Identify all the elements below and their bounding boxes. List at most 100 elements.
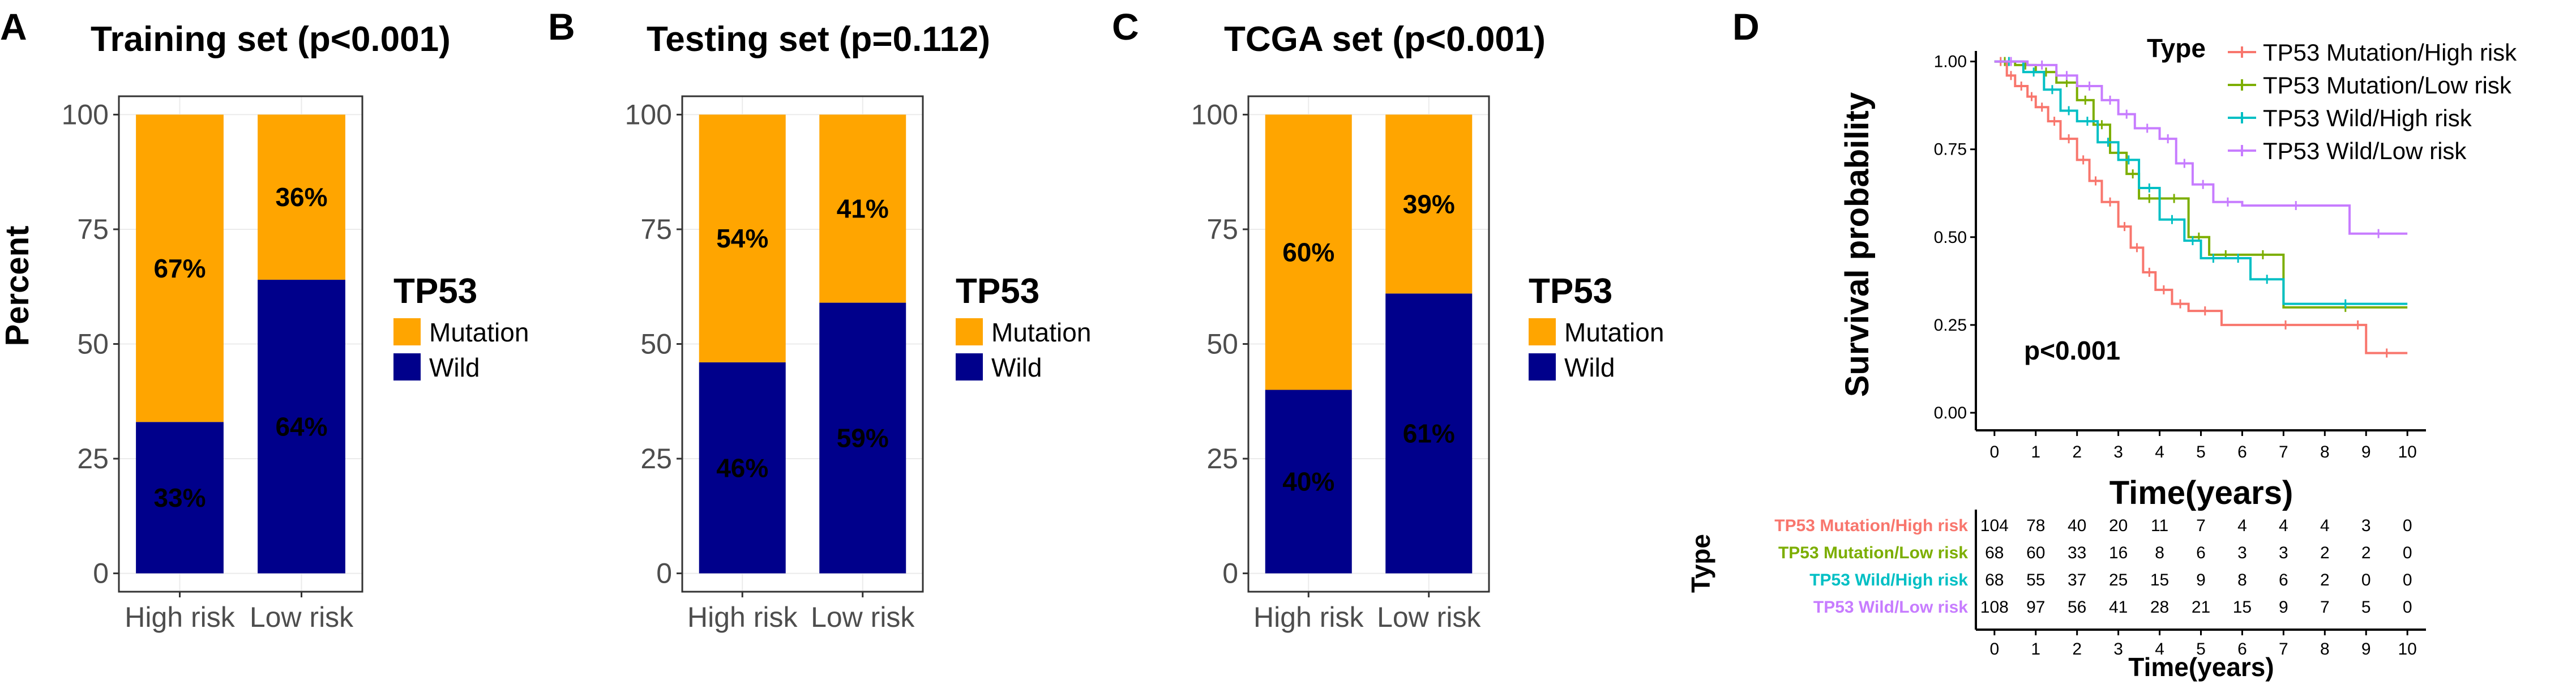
- km-censor-mark: [2029, 67, 2039, 77]
- km-x-tick-label: 2: [2072, 443, 2082, 461]
- km-y-tick-label: 0.25: [1934, 316, 1967, 335]
- legend-label-wild: Wild: [1564, 353, 1615, 382]
- km-censor-mark: [2262, 275, 2272, 284]
- risk-cell: 104: [1980, 516, 2009, 535]
- km-censor-mark: [2163, 134, 2173, 144]
- km-censor-mark: [2049, 117, 2059, 126]
- ylabel-a: Percent: [0, 226, 36, 347]
- y-tick-label: 100: [62, 99, 109, 130]
- risk-cell: 0: [2403, 598, 2412, 617]
- km-x-tick-label: 8: [2320, 443, 2330, 461]
- legend-title: TP53: [956, 272, 1039, 311]
- risk-cell: 7: [2320, 598, 2330, 617]
- legend-c: TP53 Mutation Wild: [1529, 272, 1664, 382]
- risk-cell: 108: [1980, 598, 2009, 617]
- panel-letter-c: C: [1112, 6, 1139, 48]
- y-tick-label: 75: [77, 213, 109, 245]
- bar-wild: [1385, 293, 1473, 574]
- y-tick-label: 75: [1206, 213, 1238, 245]
- title-a: Training set (p<0.001): [91, 20, 451, 59]
- risk-cell: 6: [2196, 544, 2206, 562]
- legend-label-mutation: Mutation: [1564, 318, 1664, 347]
- bar-wild: [258, 280, 345, 574]
- risk-cell: 3: [2237, 544, 2247, 562]
- legend-title: TP53: [1529, 272, 1612, 311]
- y-tick-label: 100: [1191, 99, 1238, 130]
- bar-wild: [136, 422, 224, 574]
- km-x-tick-label: 1: [2031, 443, 2040, 461]
- bar-data-label: 46%: [716, 453, 768, 482]
- km-censor-mark: [2106, 95, 2115, 105]
- risk-cell: 20: [2109, 516, 2128, 535]
- km-x-tick-label: 6: [2237, 443, 2247, 461]
- risk-x-tick-label: 8: [2320, 640, 2330, 659]
- bar-chart-a: 0 25 50 75 100 33% 67% High risk 64% 36% Low risk: [62, 95, 363, 633]
- risk-row-label: TP53 Wild/High risk: [1809, 571, 1968, 589]
- km-censor-mark: [2106, 197, 2115, 207]
- km-legend: Type TP53 Mutation/High risk TP53 Mutatio…: [2147, 33, 2517, 164]
- bar-wild: [1265, 390, 1352, 574]
- km-x-tick-label: 0: [1989, 443, 1999, 461]
- risk-cell: 2: [2361, 544, 2371, 562]
- plot-border: [1247, 95, 1490, 593]
- km-censor-mark: [2176, 299, 2185, 309]
- legend-key-mutation: [956, 318, 983, 345]
- km-censor-mark: [2085, 82, 2094, 91]
- bar-wild: [699, 362, 786, 574]
- km-censor-mark: [2167, 215, 2177, 224]
- panel-letter-b: B: [548, 6, 575, 48]
- risk-cell: 9: [2196, 571, 2206, 589]
- y-tick-label: 100: [625, 99, 672, 130]
- risk-cell: 0: [2361, 571, 2371, 589]
- km-censor-mark: [2180, 159, 2189, 168]
- km-censor-mark: [2233, 254, 2243, 263]
- y-tick-label: 25: [640, 443, 672, 474]
- risk-cell: 2: [2320, 544, 2330, 562]
- risk-cell: 15: [2150, 571, 2169, 589]
- risk-x-tick-label: 5: [2196, 640, 2206, 659]
- legend-key-mutation: [1529, 318, 1556, 345]
- bar-data-label: 54%: [716, 224, 768, 253]
- risk-cell: 8: [2237, 571, 2247, 589]
- legend-b: TP53 Mutation Wild: [956, 272, 1091, 382]
- y-tick-label: 0: [1222, 558, 1238, 589]
- bar-mutation: [136, 114, 224, 422]
- risk-x-tick-label: 3: [2113, 640, 2123, 659]
- km-censor-mark: [2170, 194, 2179, 203]
- risk-cell: 4: [2320, 516, 2330, 535]
- km-censor-mark: [2037, 60, 2047, 70]
- bar-chart-b: 0 25 50 75 100 46% 54% High risk 59% 41% Low risk: [625, 95, 924, 633]
- risk-cell: 97: [2026, 598, 2045, 617]
- km-y-tick-label: 1.00: [1934, 53, 1967, 71]
- risk-cell: 78: [2026, 516, 2045, 535]
- risk-cell: 7: [2196, 516, 2206, 535]
- km-censor-mark: [2124, 155, 2133, 165]
- risk-cell: 5: [2361, 598, 2371, 617]
- legend-key-wild: [1529, 353, 1556, 381]
- y-tick-label: 0: [93, 558, 109, 589]
- risk-cell: 3: [2279, 544, 2288, 562]
- km-y-tick-label: 0.00: [1934, 404, 1967, 422]
- bar-data-label: 41%: [837, 194, 889, 223]
- km-censor-mark: [2145, 194, 2154, 203]
- risk-cell: 33: [2068, 544, 2086, 562]
- bar-data-label: 60%: [1282, 237, 1334, 267]
- legend-label-wild: Wild: [429, 353, 480, 382]
- km-censor-mark: [2145, 183, 2154, 193]
- x-tick-label: High risk: [687, 601, 798, 633]
- km-legend-label-2: TP53 Mutation/Low risk: [2263, 72, 2512, 99]
- km-x-tick-label: 3: [2113, 443, 2123, 461]
- legend-key-wild: [956, 353, 983, 381]
- risk-x-tick-label: 10: [2398, 640, 2416, 659]
- risk-row-label: TP53 Mutation/High risk: [1774, 516, 1968, 535]
- legend-key-mutation: [393, 318, 421, 345]
- km-censor-mark: [2091, 176, 2100, 186]
- bar-wild: [819, 302, 906, 574]
- km-censor-mark: [2291, 200, 2301, 210]
- km-y-tick-label: 0.50: [1934, 228, 1967, 247]
- plot-border: [681, 95, 924, 593]
- legend-label-mutation: Mutation: [991, 318, 1091, 347]
- risk-cell: 0: [2403, 544, 2412, 562]
